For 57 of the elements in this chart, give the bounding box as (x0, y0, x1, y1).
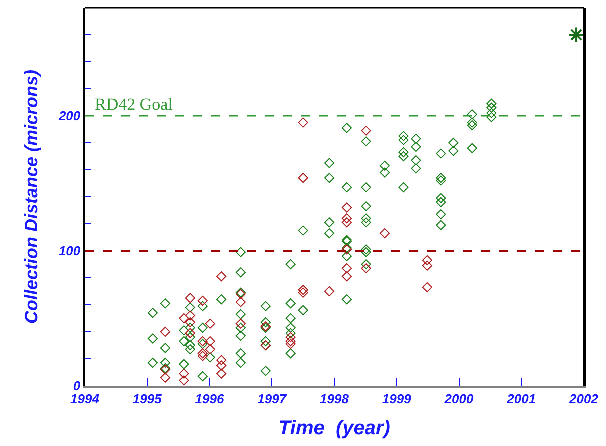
point (198, 336, 208, 346)
point (185, 310, 196, 321)
point (179, 368, 190, 379)
point (179, 313, 190, 324)
point (205, 344, 216, 355)
x-axis-title: Time (year) (278, 418, 391, 440)
point (198, 348, 208, 359)
point (298, 118, 308, 128)
point (198, 351, 208, 362)
point (286, 336, 296, 346)
point (342, 202, 352, 213)
y-tick-label: 200 (58, 108, 82, 124)
point (286, 339, 296, 350)
point (298, 285, 308, 296)
point (185, 318, 196, 328)
point (179, 376, 190, 386)
x-tick-label: 1999 (382, 392, 412, 407)
x-tick-label: 2001 (506, 392, 536, 407)
point (324, 286, 335, 297)
point (160, 372, 171, 383)
point (216, 360, 227, 371)
point (342, 218, 352, 228)
point (160, 326, 171, 338)
x-tick-label: 2000 (444, 392, 474, 407)
x-tick-label: 1994 (70, 392, 100, 407)
point (380, 228, 390, 238)
point (286, 332, 296, 342)
point (361, 126, 372, 136)
point (216, 272, 227, 282)
y-tick-label: 0 (73, 378, 82, 394)
point (422, 282, 432, 292)
y-axis-title: Collection Distance (microns) (22, 70, 42, 324)
point (198, 296, 208, 306)
point (236, 318, 246, 329)
x-tick-label: 2002 (568, 392, 600, 407)
point (205, 318, 216, 329)
point (361, 264, 372, 274)
point (422, 260, 432, 271)
point (422, 255, 432, 266)
x-tick-label: 1998 (320, 392, 350, 407)
x-tick-label: 1995 (132, 392, 163, 407)
point (185, 328, 196, 338)
y-tick-label: 100 (58, 244, 82, 259)
point (216, 355, 227, 366)
point (342, 272, 352, 282)
point (236, 297, 246, 308)
point (298, 288, 308, 298)
point (298, 173, 308, 184)
point (342, 264, 352, 274)
point (185, 293, 196, 304)
x-tick-label: 1996 (195, 392, 225, 407)
x-tick-label: 1997 (258, 392, 288, 407)
ref-line-label: RD42 Goal (95, 95, 174, 114)
point (342, 214, 352, 224)
point (568, 26, 585, 44)
point (205, 336, 216, 346)
point (216, 368, 227, 379)
